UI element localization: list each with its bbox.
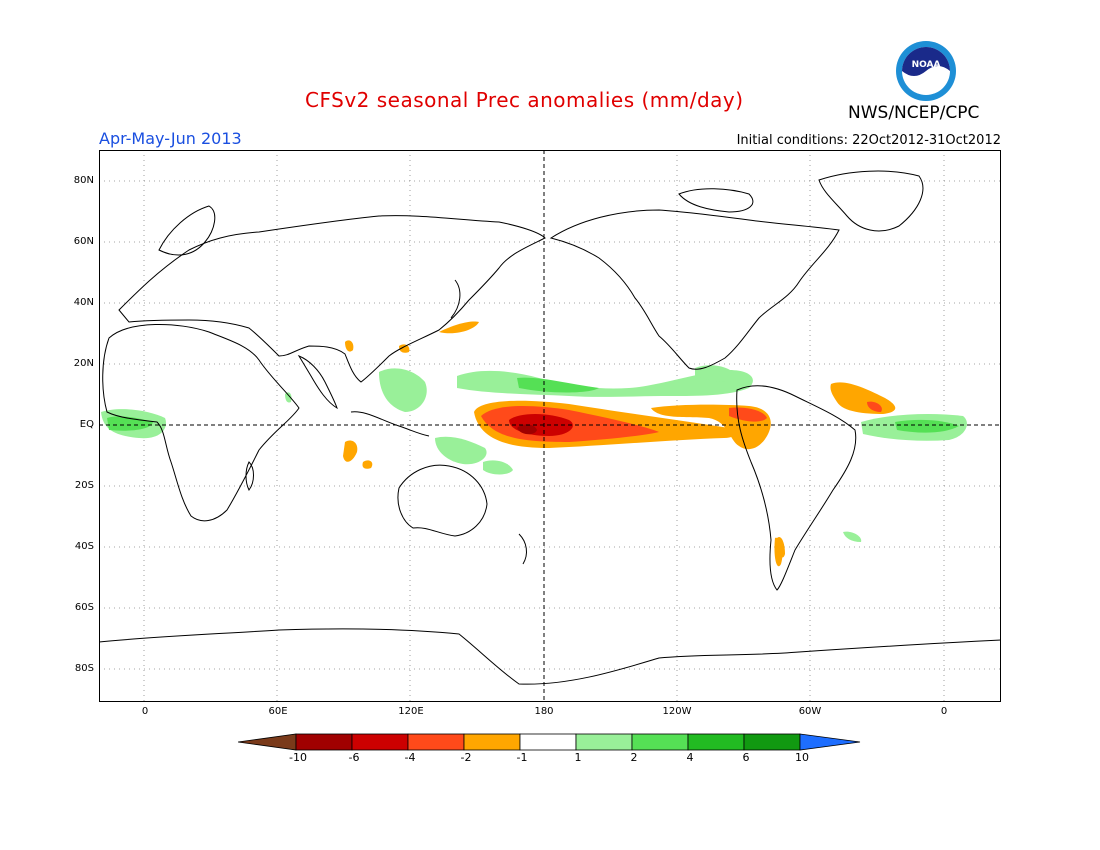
colorbar-swatch-4 bbox=[463, 733, 521, 751]
colorbar-label-4: 4 bbox=[686, 751, 694, 764]
initial-conditions-label: Initial conditions: 22Oct2012-31Oct2012 bbox=[736, 133, 1001, 148]
anomaly-shading bbox=[101, 321, 967, 567]
coastline-south-america bbox=[736, 385, 857, 591]
coastline-eurasia bbox=[118, 215, 546, 383]
south-atlantic-green bbox=[843, 531, 862, 542]
lon-label-0-east: 0 bbox=[940, 706, 948, 717]
coastline-scandinavia bbox=[158, 205, 216, 256]
colorbar-swatch-6 bbox=[575, 733, 633, 751]
colorbar-label-6: 6 bbox=[742, 751, 750, 764]
colorbar-swatch-8 bbox=[687, 733, 745, 751]
new-guinea-green bbox=[435, 436, 487, 465]
colorbar-swatch-5 bbox=[519, 733, 577, 751]
east-africa-green bbox=[285, 392, 292, 403]
colorbar-swatch-9 bbox=[743, 733, 801, 751]
lat-label-60s: 60S bbox=[74, 602, 94, 613]
indian-ocean-orange-2 bbox=[362, 460, 373, 469]
lat-label-20s: 20S bbox=[74, 480, 94, 491]
anomaly-map bbox=[99, 150, 1001, 702]
colorbar-label-m2: -2 bbox=[460, 751, 472, 764]
coastline-new-zealand bbox=[518, 533, 527, 565]
lon-label-120e: 120E bbox=[398, 706, 424, 717]
indian-ocean-orange bbox=[343, 440, 358, 462]
south-china-orange bbox=[399, 344, 410, 353]
west-pacific-orange bbox=[439, 321, 479, 334]
coastline-arctic-islands bbox=[678, 188, 754, 213]
north-pacific-itcz-green-dark bbox=[517, 377, 599, 393]
coastline-india bbox=[297, 354, 338, 410]
colorbar-label-m4: -4 bbox=[404, 751, 416, 764]
coastline-madagascar bbox=[245, 461, 254, 491]
bay-of-bengal-orange bbox=[345, 340, 354, 352]
lat-label-20n: 20N bbox=[73, 358, 94, 369]
colorbar-label-10: 10 bbox=[795, 751, 809, 764]
lat-label-60n: 60N bbox=[73, 236, 94, 247]
coastline-antarctica bbox=[99, 628, 1001, 685]
colorbar-swatch-1 bbox=[295, 733, 353, 751]
north-pacific-itcz-green bbox=[457, 370, 753, 397]
south-pacific-green bbox=[483, 460, 513, 475]
logo-text: NOAA bbox=[912, 60, 941, 70]
colorbar-arrow-right bbox=[799, 733, 861, 751]
map-title: CFSv2 seasonal Prec anomalies (mm/day) bbox=[305, 88, 744, 112]
coastline-japan bbox=[450, 279, 461, 319]
colorbar-label-m1: -1 bbox=[516, 751, 528, 764]
colorbar-label-2: 2 bbox=[630, 751, 638, 764]
coastline-australia bbox=[397, 464, 488, 537]
lon-label-180: 180 bbox=[534, 706, 554, 717]
lat-label-80s: 80S bbox=[74, 663, 94, 674]
lon-label-120w: 120W bbox=[662, 706, 692, 717]
coastlines bbox=[99, 170, 1001, 685]
coastline-africa bbox=[102, 323, 300, 522]
colorbar-label-1: 1 bbox=[574, 751, 582, 764]
season-label: Apr-May-Jun 2013 bbox=[99, 129, 242, 148]
north-atlantic-red bbox=[867, 401, 882, 412]
colorbar-arrow-left bbox=[238, 733, 297, 751]
coastline-greenland bbox=[818, 170, 924, 232]
coastline-indonesia bbox=[350, 411, 430, 437]
central-pacific-brown-core bbox=[517, 424, 537, 435]
patagonia-orange bbox=[777, 536, 785, 558]
colorbar-swatch-2 bbox=[351, 733, 409, 751]
maritime-continent-green bbox=[379, 368, 427, 412]
colorbar-label-m10: -10 bbox=[289, 751, 307, 764]
colorbar-label-m6: -6 bbox=[348, 751, 360, 764]
lat-label-40s: 40S bbox=[74, 541, 94, 552]
organization-label: NWS/NCEP/CPC bbox=[848, 103, 980, 123]
lat-label-80n: 80N bbox=[73, 175, 94, 186]
lon-label-60w: 60W bbox=[798, 706, 822, 717]
noaa-logo: NOAA bbox=[896, 41, 956, 101]
logo-wave bbox=[902, 47, 950, 76]
colorbar bbox=[238, 733, 861, 751]
lon-label-60e: 60E bbox=[268, 706, 288, 717]
colorbar-swatch-7 bbox=[631, 733, 689, 751]
coastline-north-america bbox=[549, 209, 840, 370]
lat-label-eq: EQ bbox=[79, 419, 94, 430]
lon-label-0-west: 0 bbox=[141, 706, 149, 717]
tropical-atlantic-green-dark bbox=[895, 419, 959, 433]
caribbean-green bbox=[695, 365, 739, 382]
colorbar-swatch-3 bbox=[407, 733, 465, 751]
lat-label-40n: 40N bbox=[73, 297, 94, 308]
